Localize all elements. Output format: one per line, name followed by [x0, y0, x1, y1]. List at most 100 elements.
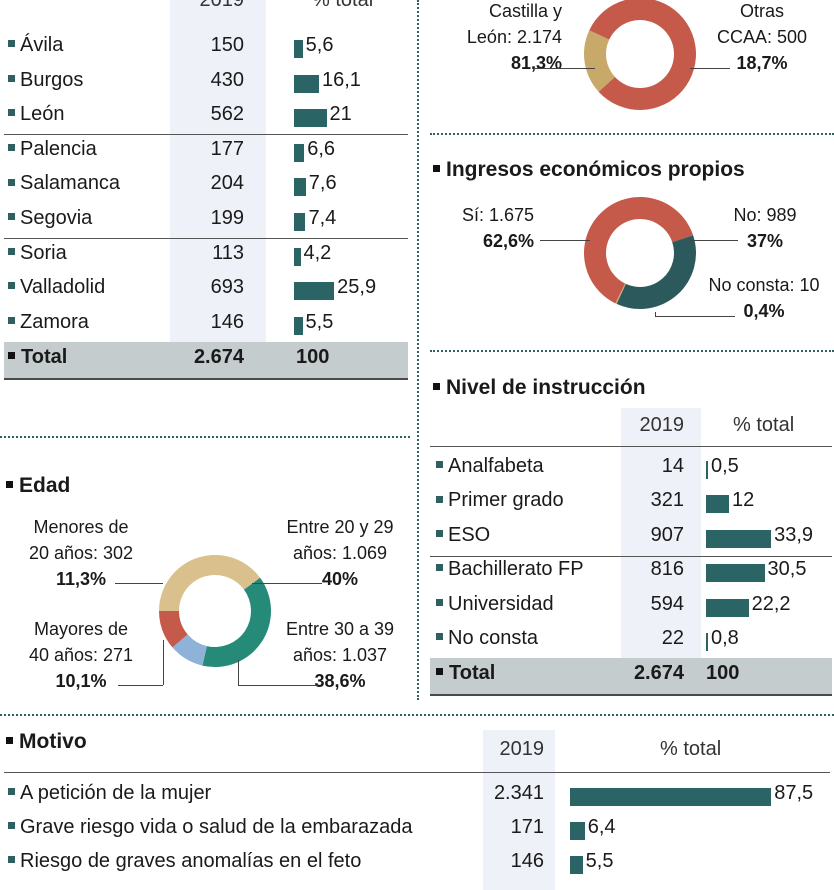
edad-menores-pct: 11,3%	[55, 569, 107, 589]
row-label: Analfabeta	[436, 455, 544, 478]
pct-bar	[706, 461, 708, 479]
row-label-text: Valladolid	[20, 276, 106, 299]
edad-menores-line2: 20 años: 302	[28, 543, 134, 563]
pct-bar	[294, 247, 301, 266]
row-pct: 0,8	[711, 627, 739, 649]
row-pct: 87,5	[774, 782, 814, 804]
header-divider	[4, 772, 830, 773]
row-pct: 5,5	[585, 850, 614, 872]
residencia-right-label: Otras CCAA: 500 18,7%	[712, 0, 812, 76]
bullet-icon	[8, 352, 15, 360]
col-header-pct: % total	[312, 0, 374, 11]
ingresos-si-label: Sí: 1.675 62,6%	[440, 202, 534, 254]
instruccion-title: Nivel de instrucción	[433, 376, 646, 400]
edad-20-29-line2: años: 1.069	[292, 543, 388, 563]
pct-bar	[570, 856, 583, 874]
bullet-icon	[436, 598, 443, 606]
edad-title-text: Edad	[19, 474, 71, 497]
bullet-icon	[436, 564, 443, 572]
row-label-text: Palencia	[20, 137, 97, 160]
edad-mayores-line1: Mayores de	[33, 619, 129, 639]
pct-bar	[294, 282, 335, 301]
edad-menores-line1: Menores de	[33, 517, 129, 537]
residencia-right-pct: 18,7%	[736, 53, 788, 73]
pct-bar	[706, 633, 708, 651]
total-label: Total	[436, 662, 495, 685]
bullet-icon	[8, 213, 15, 221]
row-value: 562	[210, 103, 244, 126]
pct-bar	[706, 529, 772, 548]
row-value: 907	[650, 523, 684, 546]
row-pct: 5,6	[305, 34, 334, 56]
row-value: 816	[650, 558, 684, 581]
edad-mayores-pct: 10,1%	[55, 671, 107, 691]
residencia-right-line1: Otras	[739, 1, 784, 21]
pct-bar	[294, 74, 319, 93]
leader-line	[252, 583, 322, 584]
edad-30-39-line2: años: 1.037	[292, 645, 388, 665]
edad-mayores-label: Mayores de 40 años: 271 10,1%	[6, 616, 156, 694]
row-pct: 30,5	[767, 558, 807, 581]
year-column-highlight	[483, 730, 555, 890]
bullet-icon	[8, 178, 15, 186]
instruccion-title-text: Nivel de instrucción	[446, 376, 646, 399]
row-label: Grave riesgo vida o salud de la embaraza…	[8, 816, 412, 839]
row-label: Palencia	[8, 138, 97, 161]
total-label-text: Total	[21, 346, 68, 368]
pct-bar	[294, 316, 303, 335]
row-pct: 33,9	[774, 523, 814, 546]
bullet-icon	[436, 495, 443, 503]
bullet-icon	[8, 247, 15, 255]
row-label-text: Bachillerato FP	[448, 558, 584, 581]
edad-30-39-line1: Entre 30 a 39	[285, 619, 395, 639]
total-label-text: Total	[449, 662, 496, 684]
total-value: 2.674	[633, 662, 684, 684]
row-label: Soria	[8, 242, 67, 265]
leader-line	[163, 640, 164, 685]
pct-bar	[570, 822, 585, 840]
row-value: 150	[210, 34, 244, 56]
pct-bar	[294, 143, 305, 162]
edad-menores-label: Menores de 20 años: 302 11,3%	[6, 514, 156, 592]
leader-line	[690, 68, 730, 69]
divider-left-mid	[0, 436, 410, 438]
row-label: ESO	[436, 524, 490, 547]
row-label: Ávila	[8, 34, 63, 57]
row-label: Primer grado	[436, 489, 564, 512]
edad-donut	[159, 555, 271, 667]
motivo-title: Motivo	[6, 730, 87, 754]
row-label: Zamora	[8, 311, 89, 334]
pct-bar	[294, 109, 327, 128]
row-label: Riesgo de graves anomalías en el feto	[8, 850, 361, 873]
bullet-icon	[6, 736, 13, 744]
row-pct: 21	[329, 103, 352, 126]
row-value: 146	[510, 850, 544, 872]
pct-bar	[706, 564, 765, 583]
total-row	[4, 342, 408, 380]
edad-mayores-line2: 40 años: 271	[28, 645, 134, 665]
ingresos-nc-text: No consta: 10	[708, 275, 820, 295]
residencia-donut	[584, 0, 696, 110]
header-divider	[430, 446, 832, 447]
total-pct: 100	[706, 662, 740, 684]
row-label-text: Primer grado	[448, 489, 564, 512]
bullet-icon	[8, 282, 15, 290]
row-value: 204	[210, 172, 244, 195]
row-value: 177	[210, 137, 244, 160]
row-divider	[4, 134, 408, 135]
bullet-icon	[436, 461, 443, 469]
bullet-icon	[433, 382, 440, 390]
row-label-text: Universidad	[448, 592, 554, 615]
row-pct: 5,5	[305, 310, 334, 333]
row-value: 2.341	[493, 782, 544, 804]
row-label-text: Burgos	[20, 68, 84, 91]
row-pct: 4,2	[303, 241, 332, 264]
row-label: A petición de la mujer	[8, 782, 211, 805]
row-pct: 7,6	[308, 172, 337, 195]
col-header-pct: % total	[660, 738, 722, 760]
row-value: 693	[210, 276, 244, 299]
bullet-icon	[8, 40, 15, 48]
row-pct: 6,6	[307, 137, 336, 160]
col-header-year: 2019	[199, 0, 245, 11]
bullet-icon	[436, 668, 443, 676]
